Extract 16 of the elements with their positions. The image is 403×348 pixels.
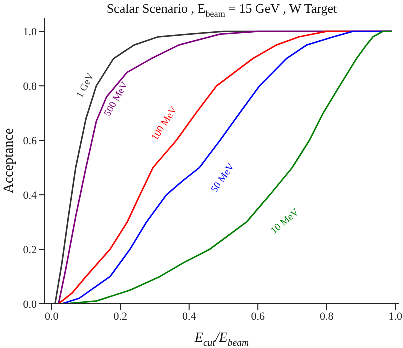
x-axis-title: E$_{cut}$/E$_{beam}$ — [194, 331, 250, 348]
y-tick-label: 0.8 — [23, 81, 38, 93]
y-tick-label: 0.6 — [23, 135, 38, 148]
y-tick-label: 0.4 — [23, 190, 38, 202]
y-tick-label: 0.0 — [23, 298, 38, 311]
x-tick-label: 0.2 — [114, 310, 128, 323]
text: 1 GeV — [75, 71, 98, 100]
chart-title: Scalar Scenario , E$_{beam}$ = 15 GeV , W Target — [106, 1, 338, 19]
y-tick-label: 0.2 — [23, 244, 37, 256]
x-tick-label: 0.6 — [251, 310, 266, 323]
x-tick-label: 1.0 — [388, 310, 403, 323]
x-tick-label: 0.8 — [320, 310, 334, 323]
x-tick-label: 0.0 — [45, 310, 60, 323]
y-tick-label: 1.0 — [23, 26, 38, 39]
x-tick-label: 0.4 — [182, 310, 197, 323]
y-axis-title: Acceptance — [2, 128, 18, 194]
